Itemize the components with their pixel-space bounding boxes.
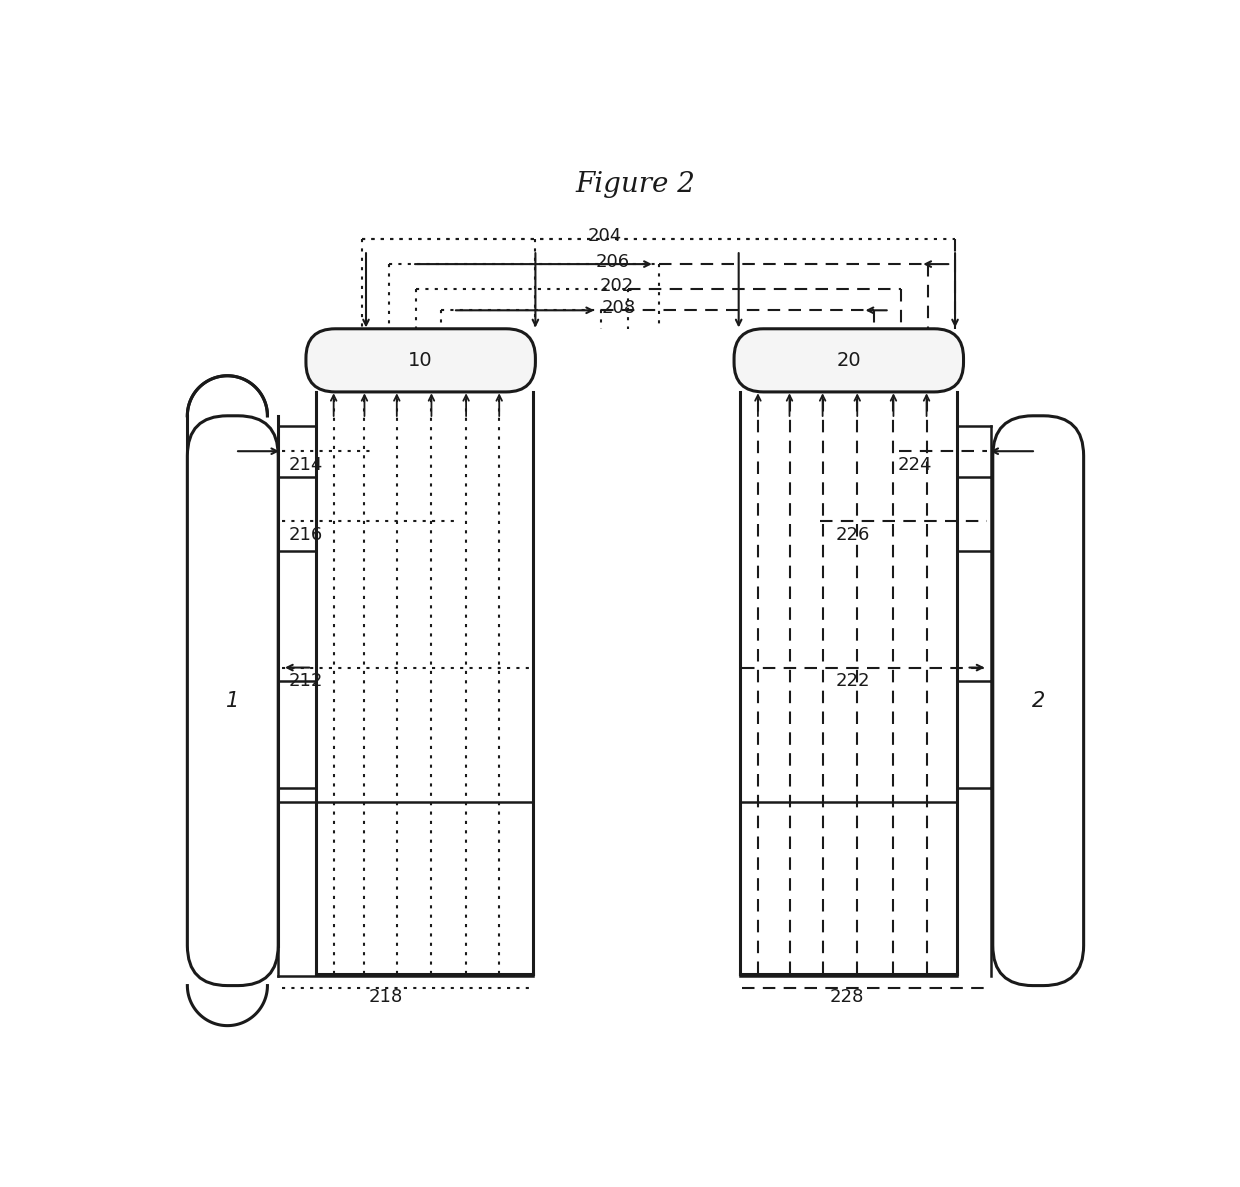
Text: 228: 228 (830, 988, 864, 1007)
Text: 208: 208 (601, 299, 636, 317)
Text: Figure 2: Figure 2 (575, 171, 696, 198)
FancyBboxPatch shape (187, 415, 278, 985)
Text: 214: 214 (289, 456, 324, 474)
Text: 206: 206 (595, 253, 630, 271)
Text: 222: 222 (836, 673, 870, 691)
Text: 1: 1 (226, 691, 239, 711)
FancyBboxPatch shape (734, 329, 963, 392)
Text: 226: 226 (836, 526, 870, 544)
Text: 218: 218 (368, 988, 402, 1007)
Text: 10: 10 (408, 351, 433, 370)
Text: 216: 216 (289, 526, 324, 544)
FancyBboxPatch shape (306, 329, 536, 392)
Text: 212: 212 (289, 673, 324, 691)
Text: 224: 224 (898, 456, 931, 474)
Text: 20: 20 (837, 351, 861, 370)
FancyBboxPatch shape (993, 415, 1084, 985)
Text: 2: 2 (1032, 691, 1045, 711)
Text: 202: 202 (599, 278, 634, 296)
Text: 204: 204 (588, 228, 622, 246)
